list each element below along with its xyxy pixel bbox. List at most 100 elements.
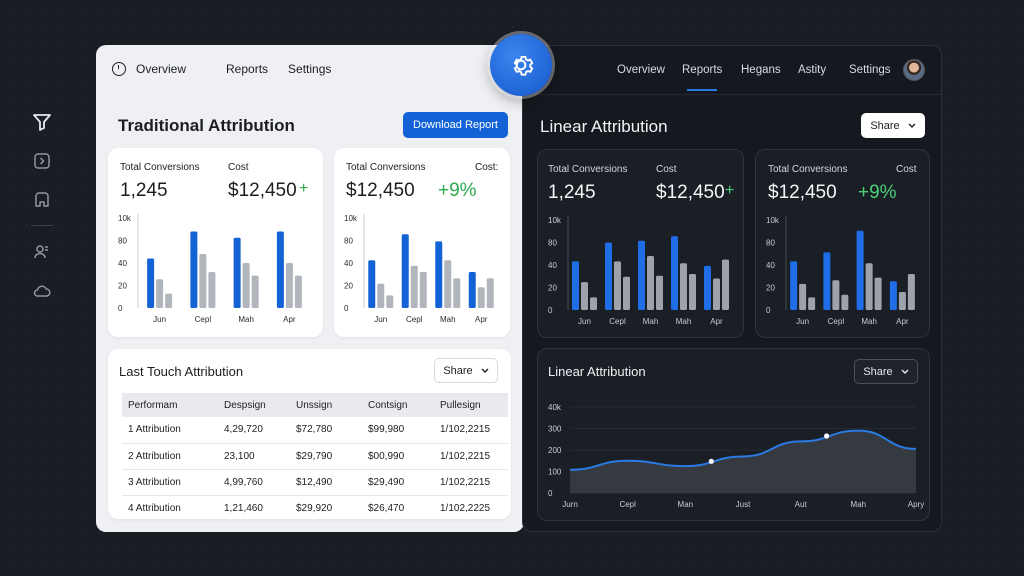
play-square-icon[interactable]: [28, 147, 56, 175]
bar: [656, 275, 663, 310]
stat-value: $12,450: [768, 182, 837, 203]
stat-label: Cost: [228, 162, 249, 173]
bar-chart: 10k 80 40 20 0 Jun Cepl Mah Apr: [344, 214, 494, 324]
bar: [647, 256, 654, 310]
bar: [832, 280, 840, 310]
table-row[interactable]: 2 Attribution 23,100 $29,790 $00,990 1/1…: [122, 443, 508, 470]
bar: [704, 265, 711, 310]
nav-overview[interactable]: Overview: [136, 62, 187, 76]
filter-icon[interactable]: [28, 108, 56, 136]
download-report-button[interactable]: Download Report: [403, 112, 508, 138]
y-tick-label: 40: [548, 261, 557, 270]
y-tick-label: 200: [548, 446, 562, 455]
archive-icon[interactable]: [28, 186, 56, 214]
column-header[interactable]: Despsign: [218, 393, 290, 417]
bar-chart: 10k 80 40 20 0 Jun Cepl Mah Apr: [766, 216, 915, 326]
column-header[interactable]: Performam: [122, 393, 218, 417]
bar: [865, 263, 873, 310]
table-cell: $29,490: [362, 469, 434, 496]
bar: [165, 293, 173, 308]
left-icon-rail: [28, 108, 56, 316]
attribution-table: Performam Despsign Unssign Contsign Pull…: [122, 393, 508, 521]
linear-attribution-trend-card: Linear Attribution Share 40k 300 200 100 0 Ju…: [537, 348, 930, 521]
column-header[interactable]: Pullesign: [434, 393, 508, 417]
nav-settings[interactable]: Settings: [849, 64, 891, 76]
bar: [623, 276, 630, 310]
x-tick-label: Mah: [861, 317, 877, 326]
avatar[interactable]: [903, 59, 925, 81]
stat-value: 1,245: [120, 180, 168, 201]
nav-hegans[interactable]: Hegans: [741, 64, 781, 76]
x-tick-label: Mah: [643, 317, 659, 326]
y-tick-label: 20: [118, 282, 127, 291]
nav-reports[interactable]: Reports: [682, 64, 723, 76]
y-tick-label: 10k: [118, 214, 132, 223]
bar: [401, 234, 409, 308]
bar: [605, 242, 612, 310]
table-cell: 4,99,760: [218, 469, 290, 496]
nav-settings[interactable]: Settings: [288, 62, 332, 76]
x-tick-label: Mah: [440, 315, 456, 324]
linear-attribution-panel: Overview Reports Hegans Astity Settings …: [522, 45, 942, 532]
stat-card-4: Total Conversions Cost $12,450 +9% 10k 80…: [755, 149, 930, 338]
bar: [386, 295, 394, 308]
cloud-icon[interactable]: [28, 277, 56, 305]
table-row[interactable]: 4 Attribution 1,21,460 $29,920 $26,470 1…: [122, 495, 508, 521]
bar: [680, 263, 687, 310]
y-tick-label: 80: [118, 237, 127, 246]
bar: [419, 272, 427, 308]
series-line: [569, 429, 917, 471]
table-row[interactable]: 3 Attribution 4,99,760 $12,490 $29,490 1…: [122, 469, 508, 496]
section-title: Linear Attribution: [548, 364, 646, 379]
x-tick-label: Man: [678, 500, 694, 509]
table-header-row: Performam Despsign Unssign Contsign Pull…: [122, 393, 508, 417]
bar: [190, 231, 198, 308]
nav-divider: [523, 94, 941, 95]
bar: [572, 261, 579, 310]
x-tick-label: Jurn: [562, 500, 578, 509]
stat-value: $12,450: [228, 180, 297, 201]
column-header[interactable]: Unssign: [290, 393, 362, 417]
nav-astity[interactable]: Astity: [798, 64, 827, 76]
table-row[interactable]: 1 Attribution 4,29,720 $72,780 $99,980 1…: [122, 417, 508, 444]
trend-indicator: +: [299, 180, 309, 197]
column-header[interactable]: Contsign: [362, 393, 434, 417]
table-cell: $99,980: [362, 417, 434, 444]
x-tick-label: Cepl: [195, 315, 212, 324]
stat-label: Cost: [656, 164, 677, 175]
bar: [199, 254, 207, 308]
stat-card-2: Total Conversions Cost: $12,450 +9% 10k 8…: [334, 148, 510, 337]
users-icon[interactable]: [28, 238, 56, 266]
table-cell: $00,990: [362, 443, 434, 470]
bar: [468, 272, 476, 308]
nav-overview[interactable]: Overview: [617, 64, 665, 76]
gear-icon: [513, 55, 534, 76]
stat-label: Total Conversions: [548, 164, 628, 175]
chevron-down-icon: [481, 368, 489, 373]
bar: [889, 281, 897, 310]
x-tick-label: Apr: [710, 317, 723, 326]
table-cell: $12,490: [290, 469, 362, 496]
bar: [233, 237, 241, 308]
table-cell: 1/102,2215: [434, 469, 508, 496]
settings-gear-button[interactable]: [490, 34, 552, 96]
y-tick-label: 20: [344, 282, 353, 291]
share-button[interactable]: Share: [854, 359, 918, 384]
bar: [410, 265, 418, 308]
share-button[interactable]: Share: [434, 358, 498, 383]
clock-icon[interactable]: [112, 62, 126, 76]
bar: [477, 287, 485, 308]
bar: [856, 230, 864, 310]
stat-card-3: Total Conversions Cost 1,245 $12,450 + 1…: [537, 149, 744, 338]
bar: [444, 260, 452, 308]
x-tick-label: Just: [736, 500, 751, 509]
data-point: [824, 433, 830, 439]
nav-reports[interactable]: Reports: [226, 62, 269, 76]
y-tick-label: 40k: [548, 403, 562, 412]
share-button[interactable]: Share: [861, 113, 925, 138]
bar: [581, 282, 588, 310]
table-cell: 1,21,460: [224, 502, 263, 514]
bar: [799, 283, 807, 310]
trend-indicator: +: [725, 182, 735, 199]
stat-card-1: Total Conversions Cost 1,245 $12,450 + 1…: [108, 148, 323, 337]
